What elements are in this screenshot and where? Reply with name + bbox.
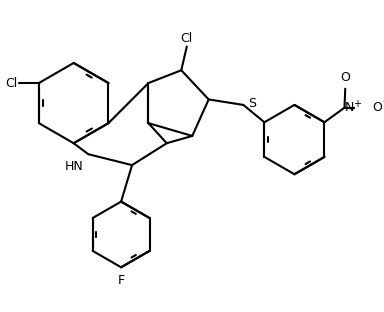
Text: O: O bbox=[372, 101, 382, 114]
Text: F: F bbox=[118, 274, 125, 287]
Text: HN: HN bbox=[65, 160, 84, 173]
Text: +: + bbox=[353, 99, 361, 109]
Text: Cl: Cl bbox=[180, 32, 193, 45]
Text: Cl: Cl bbox=[5, 76, 17, 90]
Text: •: • bbox=[381, 97, 384, 107]
Text: S: S bbox=[248, 97, 256, 110]
Text: N: N bbox=[345, 101, 354, 114]
Text: O: O bbox=[340, 71, 350, 84]
